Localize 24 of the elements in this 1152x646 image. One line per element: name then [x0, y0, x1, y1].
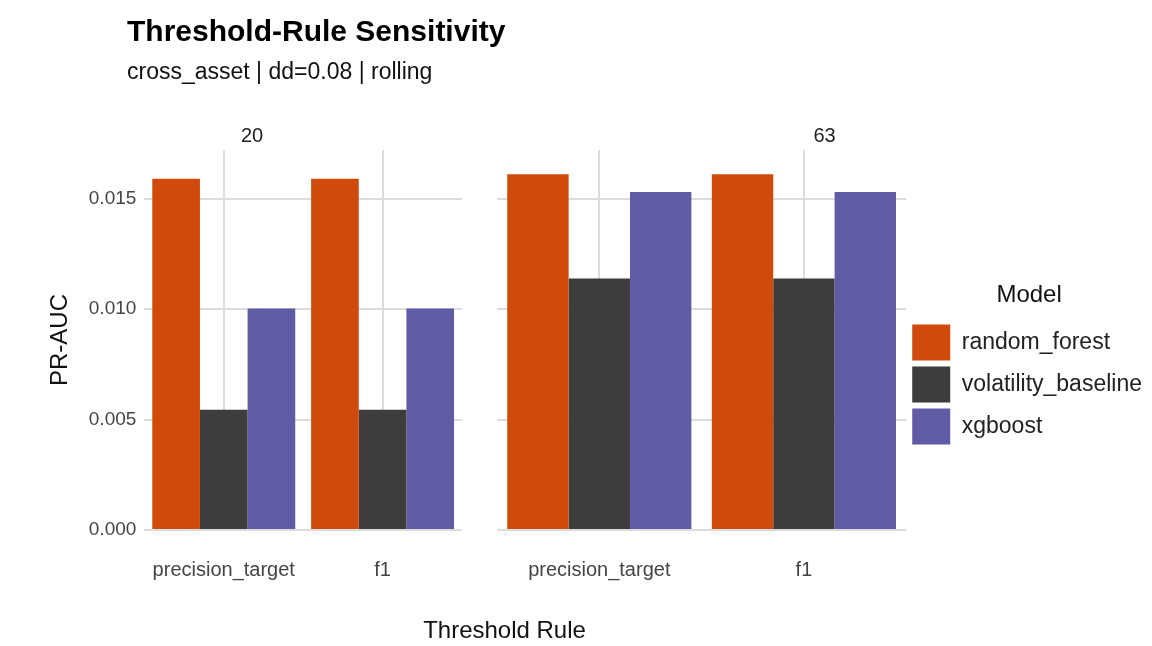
x-tick-label: f1: [795, 557, 813, 580]
bar: [247, 308, 296, 529]
text: Threshold-Rule Sensitivity: [127, 14, 506, 48]
y-tick-label: 0.010: [88, 297, 137, 319]
bar: [406, 308, 455, 529]
legend-label: xgboost: [961, 411, 1043, 438]
legend-label: volatility_baseline: [961, 369, 1143, 396]
x-axis-title: Threshold Rule: [422, 616, 587, 644]
y-tick-label: 0.000: [88, 518, 137, 540]
bar: [199, 409, 248, 529]
x-tick-label: f1: [374, 557, 391, 580]
y-axis-title: PR-AUC: [45, 293, 73, 387]
x-tick-label: precision_target: [152, 557, 296, 581]
chart-title: 63: [813, 123, 836, 146]
y-tick-label: 0.005: [88, 407, 137, 429]
bar: [358, 409, 407, 529]
legend-label: random_forest: [961, 327, 1111, 354]
legend-title: Model: [996, 280, 1062, 308]
x-tick-label: precision_target: [528, 557, 671, 581]
chart-title: 20: [240, 123, 264, 146]
bar: [311, 178, 359, 529]
y-tick-label: 0.015: [88, 186, 137, 208]
bar: [152, 178, 200, 529]
text: cross_asset | dd=0.08 | rolling: [127, 58, 434, 85]
